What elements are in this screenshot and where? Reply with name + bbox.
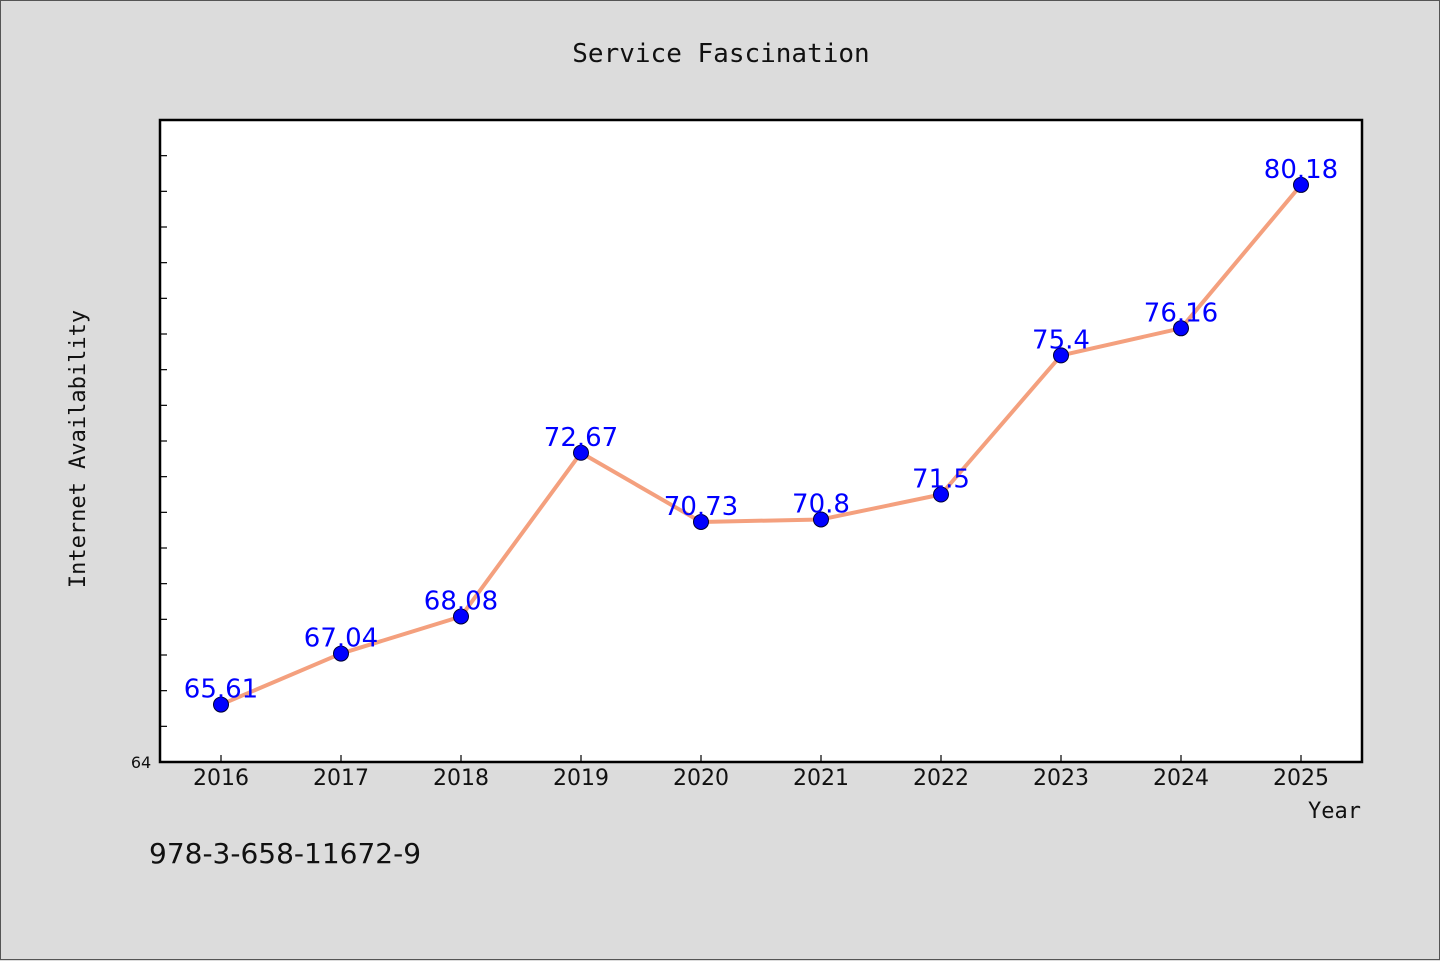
data-point bbox=[1173, 320, 1189, 337]
x-tick-label: 2019 bbox=[553, 766, 609, 791]
x-axis-label: Year bbox=[1308, 799, 1361, 824]
data-label: 75.4 bbox=[1032, 325, 1090, 355]
data-point bbox=[1053, 347, 1069, 364]
data-label: 72.67 bbox=[544, 423, 618, 453]
data-label: 67.04 bbox=[304, 624, 378, 654]
data-label: 70.73 bbox=[664, 492, 738, 522]
data-series bbox=[213, 176, 1309, 713]
data-point bbox=[1293, 176, 1309, 193]
data-point bbox=[813, 511, 829, 528]
x-tick-label: 2025 bbox=[1273, 766, 1329, 791]
x-tick-label: 2018 bbox=[433, 766, 489, 791]
x-tick-label: 2023 bbox=[1033, 766, 1089, 791]
chart-title: Service Fascination bbox=[572, 39, 869, 69]
data-label: 71.5 bbox=[912, 465, 970, 495]
x-axis-ticks: 2016 2017 2018 2019 2020 2021 2022 2023 2024 2025 bbox=[193, 755, 1329, 791]
data-point bbox=[933, 486, 949, 503]
x-tick-label: 2024 bbox=[1153, 766, 1209, 791]
x-tick-label: 2020 bbox=[673, 766, 729, 791]
data-point bbox=[573, 444, 589, 461]
x-tick-label: 2021 bbox=[793, 766, 849, 791]
series-line bbox=[220, 183, 1303, 707]
data-labels: 65.61 67.04 68.08 72.67 70.73 70.8 71.5 75.4 76.… bbox=[184, 155, 1338, 705]
y-axis-ticks bbox=[160, 155, 167, 727]
data-point bbox=[693, 513, 709, 530]
x-tick-label: 2016 bbox=[193, 766, 249, 791]
data-label: 65.61 bbox=[184, 675, 258, 705]
data-point bbox=[453, 608, 469, 625]
data-label: 68.08 bbox=[424, 586, 498, 616]
data-label: 70.8 bbox=[792, 489, 850, 519]
x-tick-label: 2017 bbox=[313, 766, 369, 791]
y-axis-label: Internet Availability bbox=[66, 310, 91, 588]
data-point bbox=[333, 645, 349, 662]
data-label: 76.16 bbox=[1144, 298, 1218, 328]
data-label: 80.18 bbox=[1264, 155, 1338, 185]
footnote-isbn: 978-3-658-11672-9 bbox=[149, 837, 421, 870]
plot-area bbox=[158, 118, 1364, 764]
data-point bbox=[213, 696, 229, 713]
y-tick-label-64: 64 bbox=[131, 753, 151, 772]
x-tick-label: 2022 bbox=[913, 766, 969, 791]
